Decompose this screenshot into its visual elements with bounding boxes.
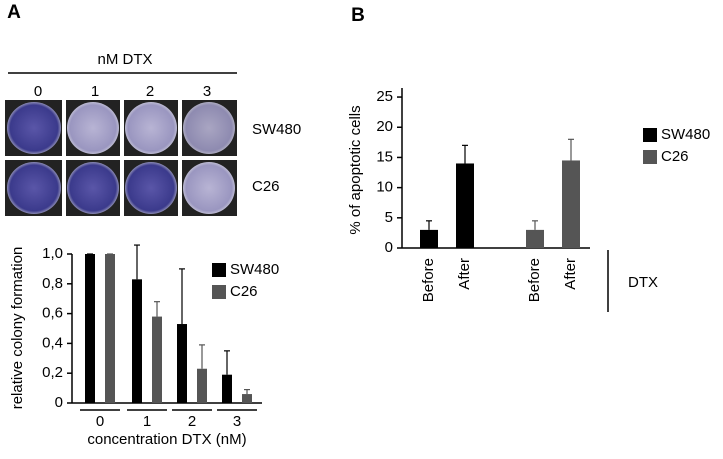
y-tick-label: 1,0 (42, 245, 63, 262)
legend-swatch (212, 263, 226, 277)
x-tick-label: 0 (96, 413, 104, 430)
legend-swatch (643, 150, 657, 164)
y-tick-label: 0,4 (42, 334, 63, 351)
bar (197, 368, 207, 403)
x-axis-label: concentration DTX (nM) (87, 431, 246, 448)
x-tick-label: 1 (143, 413, 151, 430)
y-tick-label: 0 (55, 394, 63, 411)
y-tick-label: 15 (376, 148, 393, 165)
bar (177, 324, 187, 403)
panel-label: A (7, 2, 21, 23)
x-tick-label: After (456, 258, 473, 290)
plate-column: 0 (34, 83, 42, 100)
plate-column: 1 (91, 83, 99, 100)
bar (85, 254, 95, 403)
y-tick-label: 0,2 (42, 364, 63, 381)
y-tick-label: 5 (385, 209, 393, 226)
bar (420, 229, 438, 248)
bar (132, 279, 142, 403)
legend-swatch (643, 128, 657, 142)
bar (456, 163, 474, 248)
bar (105, 254, 115, 403)
plate-column: 2 (146, 83, 154, 100)
bar (562, 160, 580, 248)
x-tick-label: 2 (188, 413, 196, 430)
plate-photos (5, 100, 237, 216)
y-tick-label: 20 (376, 118, 393, 135)
panel-label: B (351, 5, 365, 26)
legend-label: C26 (230, 283, 258, 300)
y-tick-label: 10 (376, 179, 393, 196)
bar (152, 316, 162, 403)
y-axis-label: relative colony formation (9, 247, 26, 410)
y-tick-label: 0 (385, 239, 393, 256)
plate-row: SW480 (252, 121, 301, 138)
y-tick-label: 0,6 (42, 305, 63, 322)
plate-row: C26 (252, 178, 280, 195)
y-tick-label: 25 (376, 88, 393, 105)
bar (526, 229, 544, 248)
legend-label: SW480 (230, 261, 279, 278)
plate-header: nM DTX (97, 51, 152, 68)
bar (222, 374, 232, 403)
x-tick-label: After (562, 258, 579, 290)
legend-label: C26 (661, 148, 689, 165)
plate-column: 3 (203, 83, 211, 100)
legend-label: SW480 (661, 126, 710, 143)
x-tick-label: Before (420, 258, 437, 302)
x-tick-label: 3 (233, 413, 241, 430)
y-tick-label: 0,8 (42, 275, 63, 292)
x-tick-label: Before (526, 258, 543, 302)
bar (242, 394, 252, 403)
y-axis-label: % of apoptotic cells (347, 105, 364, 234)
legend-swatch (212, 285, 226, 299)
group-label: DTX (628, 274, 658, 291)
